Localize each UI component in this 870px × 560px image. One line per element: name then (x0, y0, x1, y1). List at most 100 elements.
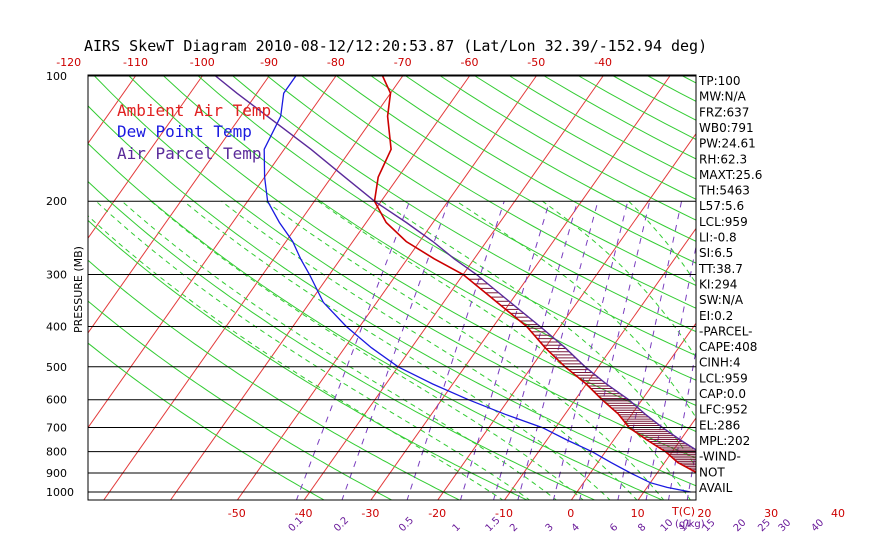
top-temp-tick-label: -60 (460, 56, 478, 69)
isotherm-line (370, 75, 671, 500)
dry-adiabat-line (752, 76, 870, 501)
mixing-ratio-line (552, 201, 629, 500)
moist-adiabat-line (542, 200, 696, 359)
dry-adiabat-line (88, 259, 461, 500)
dry-adiabat-line (336, 75, 696, 286)
top-temp-tick-label: -80 (327, 56, 345, 69)
isotherm-line (88, 75, 203, 239)
dry-adiabat-line (647, 75, 696, 102)
plot-clip-group (0, 75, 870, 501)
isotherm-line (103, 75, 404, 500)
dry-adiabat-line (128, 75, 696, 433)
isotherm-line (236, 75, 537, 500)
sounding-index-label: CINH:4 (699, 356, 741, 370)
sounding-index-label: TT:38.7 (698, 262, 743, 276)
mixing-ratio-tick-label: 0.5 (397, 515, 416, 534)
sounding-index-label: KI:294 (699, 277, 737, 291)
isotherm-line (88, 75, 136, 145)
bottom-temp-tick-label: 20 (697, 507, 711, 520)
pressure-tick-label: 200 (46, 195, 67, 208)
top-temp-tick-label: -40 (594, 56, 612, 69)
mixing-ratio-tick-label: 3 (544, 522, 556, 534)
sounding-index-label: CAP:0.0 (699, 387, 746, 401)
top-temp-tick-label: -120 (56, 56, 81, 69)
sounding-index-label: MW:N/A (699, 90, 747, 104)
dry-adiabat-line (88, 180, 596, 500)
dry-adiabat-line (88, 105, 696, 487)
moist-adiabat-line (265, 200, 665, 500)
y-axis-label: PRESSURE (MB) (72, 246, 85, 333)
sounding-index-label: TP:100 (698, 74, 741, 88)
sounding-index-label: LCL:959 (699, 215, 748, 229)
bottom-temp-tick-label: -20 (428, 507, 446, 520)
dry-adiabat-line (232, 75, 696, 357)
sounding-index-label: L57:5.6 (699, 199, 744, 213)
pressure-tick-label: 300 (46, 268, 67, 281)
sounding-index-label: -PARCEL- (699, 324, 753, 338)
mixing-ratio-tick-label: 0.2 (332, 515, 351, 534)
sounding-index-label: WB0:791 (699, 121, 754, 135)
mixing-ratio-tick-label: 8 (636, 522, 648, 534)
dry-adiabat-line (405, 75, 696, 242)
isotherm-line (0, 76, 69, 501)
pressure-tick-label: 100 (46, 70, 67, 83)
mixing-ratio-tick-label: 10 (659, 517, 676, 534)
pressure-tick-label: 500 (46, 361, 67, 374)
mixing-ratio-tick-label: 30 (777, 517, 794, 534)
legend-entry: Dew Point Temp (117, 122, 252, 141)
moist-adiabat-line (95, 200, 531, 500)
legend-entry: Air Parcel Temp (117, 144, 262, 163)
mixing-ratio-line (786, 201, 820, 501)
top-temp-tick-label: -110 (123, 56, 148, 69)
dry-adiabat-line (509, 75, 696, 180)
dry-adiabat-line (88, 142, 664, 500)
mixing-ratio-line (617, 201, 683, 500)
bottom-temp-tick-label: 30 (764, 507, 778, 520)
dry-adiabat-line (267, 75, 696, 333)
moist-adiabat-line (456, 200, 696, 419)
pressure-tick-label: 700 (46, 422, 67, 435)
pressure-tick-label: 1000 (46, 486, 74, 499)
bottom-temp-tick-label: -40 (295, 507, 313, 520)
mixing-ratio-line (517, 201, 599, 500)
pressure-tick-label: 600 (46, 394, 67, 407)
sounding-index-label: TH:5463 (698, 184, 750, 198)
top-temp-tick-label: -90 (260, 56, 278, 69)
plot-frame (87, 74, 697, 501)
isotherm-line (838, 76, 870, 501)
isotherm-line (88, 75, 270, 334)
dry-adiabat-line (88, 219, 529, 500)
isotherm-line (88, 75, 337, 429)
moist-adiabat-line (183, 200, 611, 500)
top-temp-tick-label: -70 (394, 56, 412, 69)
mixing-ratio-line (766, 201, 804, 501)
mixing-ratio-line (493, 201, 578, 500)
bottom-temp-tick-label: -10 (495, 507, 513, 520)
mixing-ratio-line (295, 201, 411, 500)
sounding-index-label: CAPE:408 (699, 340, 757, 354)
dew-point-profile (263, 75, 691, 493)
isotherm-line (570, 322, 696, 500)
sounding-index-label: SW:N/A (699, 293, 744, 307)
mixing-ratio-tick-label: 2 (508, 522, 520, 534)
sounding-index-label: LI:-0.8 (699, 231, 737, 245)
moist-adiabat-line (121, 200, 558, 500)
bottom-temp-tick-label: -30 (361, 507, 379, 520)
dry-adiabat-line (787, 76, 870, 501)
bottom-temp-tick-label: 0 (567, 507, 574, 520)
mixing-ratio-tick-label: 1 (451, 522, 463, 534)
dry-adiabat-line (197, 75, 696, 381)
legend-entry: Ambient Air Temp (117, 101, 271, 120)
sounding-index-label: EL:286 (699, 418, 740, 432)
mixing-ratio-line (645, 244, 696, 500)
sounding-index-label: AVAIL (699, 481, 733, 495)
top-temp-tick-label: -50 (527, 56, 545, 69)
ambient-temp-profile (373, 75, 696, 474)
moist-adiabat-line (762, 201, 851, 501)
sounding-index-label: NOT (699, 465, 725, 479)
dry-adiabat-line (88, 300, 393, 500)
mixing-ratio-tick-label: 20 (732, 517, 749, 534)
parcel-profile (215, 75, 696, 451)
isotherm-line (169, 75, 470, 500)
